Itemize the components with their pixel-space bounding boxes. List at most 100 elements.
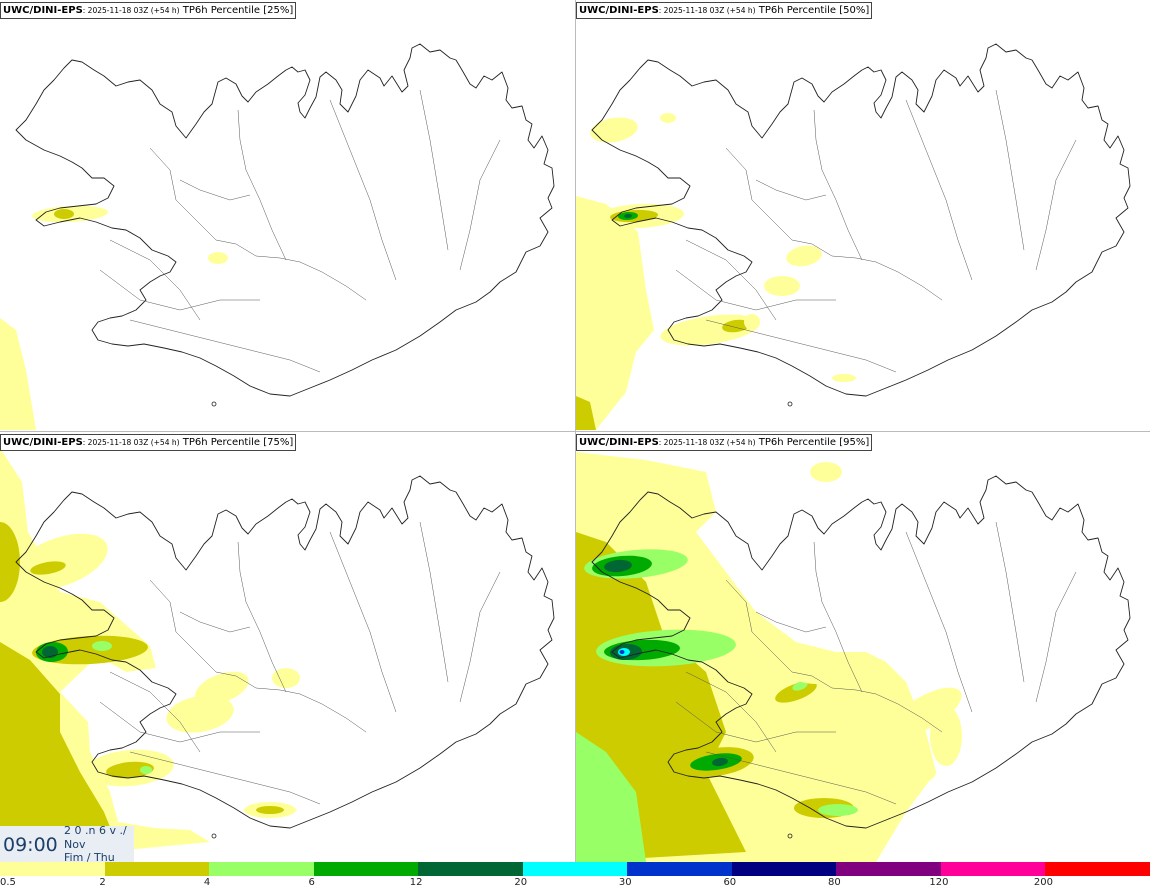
map-panel-p75: UWC/DINI-EPS: 2025-11-18 03Z (+54 h) TP6… — [0, 432, 575, 862]
precip-area — [0, 642, 120, 862]
road-line — [99, 701, 260, 743]
precip-area — [272, 668, 300, 688]
road-line — [329, 99, 397, 281]
road-line — [459, 571, 501, 703]
precip-area — [140, 766, 152, 774]
legend-swatch — [0, 862, 105, 876]
map-panel-p50: UWC/DINI-EPS: 2025-11-18 03Z (+54 h) TP6… — [576, 0, 1150, 430]
precip-area — [624, 213, 632, 219]
road-line — [149, 147, 367, 301]
legend-colorbar — [0, 862, 1150, 876]
precip-area — [590, 117, 638, 143]
road-line — [755, 179, 827, 201]
precip-area — [818, 804, 858, 816]
run-info: : 2025-11-18 03Z (+54 h) — [82, 6, 180, 15]
precip-area — [792, 681, 808, 691]
precip-area — [832, 374, 856, 382]
legend-tick-label: 0.5 — [0, 877, 16, 888]
precip-area — [208, 252, 228, 264]
road-line — [705, 319, 897, 373]
precip-area — [576, 396, 596, 430]
map-panel-p95: UWC/DINI-EPS: 2025-11-18 03Z (+54 h) TP6… — [576, 432, 1150, 862]
model-name: UWC/DINI-EPS — [579, 437, 659, 448]
legend-swatch — [104, 862, 210, 876]
legend-swatch — [836, 862, 941, 876]
panel-title: UWC/DINI-EPS: 2025-11-18 03Z (+54 h) TP6… — [576, 2, 873, 19]
run-info: : 2025-11-18 03Z (+54 h) — [658, 438, 756, 447]
road-line — [725, 147, 943, 301]
coastline — [15, 43, 555, 397]
precip-area — [166, 695, 234, 733]
precip-area — [712, 757, 728, 767]
precip-area — [0, 318, 36, 430]
legend-ticks: 0.5 2 4 6 12 20 30 60 80 120 200 — [0, 877, 1150, 891]
legend-tick-label: 60 — [723, 877, 737, 888]
valid-time: 09:00 — [3, 834, 58, 856]
precip-area — [810, 462, 842, 482]
precip-area — [256, 806, 284, 814]
road-line — [685, 239, 777, 321]
road-line — [995, 521, 1025, 683]
road-line — [905, 531, 973, 713]
coastline — [15, 475, 555, 829]
precip-area — [790, 660, 842, 684]
road-line — [685, 671, 777, 753]
legend-tick-label: 200 — [1033, 877, 1053, 888]
island — [787, 833, 793, 839]
valid-month: Nov — [64, 838, 86, 851]
road-line — [109, 671, 201, 753]
panel-title: UWC/DINI-EPS: 2025-11-18 03Z (+54 h) TP6… — [0, 2, 297, 19]
legend-tick-label: 30 — [618, 877, 632, 888]
model-name: UWC/DINI-EPS — [3, 437, 83, 448]
legend-swatch — [418, 862, 523, 876]
iceland-map-p95 — [576, 452, 1131, 862]
iceland-map-p75 — [0, 448, 555, 862]
precip-area — [604, 559, 632, 573]
road-line — [1035, 571, 1077, 703]
coastline — [591, 43, 1131, 397]
precip-area — [744, 314, 760, 330]
legend-swatch — [940, 862, 1046, 876]
coastline — [591, 475, 1131, 829]
road-line — [329, 531, 397, 713]
panel-title: UWC/DINI-EPS: 2025-11-18 03Z (+54 h) TP6… — [576, 434, 873, 451]
precip-area — [106, 761, 154, 779]
road-line — [725, 579, 943, 733]
precip-area — [92, 641, 112, 651]
road-line — [129, 751, 321, 805]
field-name: TP6h Percentile [50%] — [755, 5, 870, 16]
field-name: TP6h Percentile [25%] — [179, 5, 294, 16]
run-info: : 2025-11-18 03Z (+54 h) — [82, 438, 180, 447]
road-line — [99, 269, 260, 311]
road-line — [109, 239, 201, 321]
run-info: : 2025-11-18 03Z (+54 h) — [658, 6, 756, 15]
road-line — [675, 269, 836, 311]
precip-area — [764, 276, 800, 296]
legend-tick-label: 80 — [827, 877, 841, 888]
island — [211, 401, 217, 407]
legend-tick-label: 12 — [409, 877, 423, 888]
precip-area — [0, 522, 20, 602]
road-line — [813, 541, 863, 693]
precip-area — [54, 209, 74, 219]
road-line — [419, 521, 449, 683]
precip-area — [876, 758, 936, 786]
precip-area — [42, 645, 58, 659]
legend-tick-label: 120 — [929, 877, 949, 888]
precip-area — [930, 706, 962, 766]
model-name: UWC/DINI-EPS — [579, 5, 659, 16]
precip-area — [890, 687, 962, 737]
road-line — [995, 89, 1025, 251]
precip-area — [786, 245, 822, 267]
legend-swatch — [1045, 862, 1150, 876]
road-line — [179, 611, 251, 633]
field-name: TP6h Percentile [75%] — [179, 437, 294, 448]
road-line — [237, 541, 287, 693]
road-line — [813, 109, 863, 261]
legend-swatch — [209, 862, 314, 876]
iceland-map-p25 — [0, 43, 555, 430]
legend-tick-label: 2 — [99, 877, 106, 888]
precip-area — [660, 113, 676, 123]
precip-legend: 0.5 2 4 6 12 20 30 60 80 120 200 — [0, 862, 1150, 891]
road-line — [237, 109, 287, 261]
